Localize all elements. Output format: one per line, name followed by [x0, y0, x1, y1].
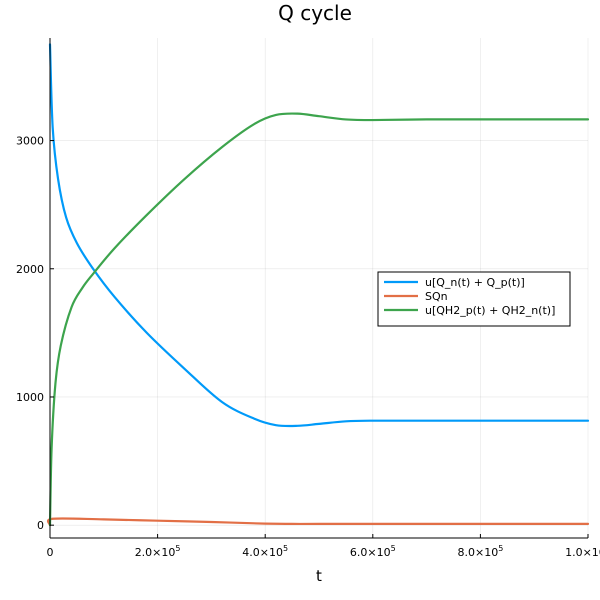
- legend-label-0: u[Q_n(t) + Q_p(t)]: [425, 276, 525, 289]
- x-tick-label-exponent: 5: [175, 544, 180, 553]
- tick-labels: 02.0×1054.0×1056.0×1058.0×1051.0×1060100…: [16, 135, 600, 559]
- series-line-2: [48, 112, 590, 527]
- y-tick-label: 0: [37, 519, 44, 532]
- x-tick-label-base: 8.0×10: [457, 546, 498, 559]
- x-tick-label-exponent: 5: [283, 544, 288, 553]
- x-tick-label-base: 2.0×10: [135, 546, 176, 559]
- legend-label-1: SQn: [425, 290, 448, 303]
- y-tick-label: 2000: [16, 263, 44, 276]
- x-tick-label-base: 0: [47, 546, 54, 559]
- x-tick-label: 0: [47, 546, 54, 559]
- x-tick-label-base: 1.0×10: [565, 546, 600, 559]
- y-tick-label: 3000: [16, 135, 44, 148]
- x-tick-label-base: 6.0×10: [350, 546, 391, 559]
- x-tick-label: 2.0×105: [135, 544, 181, 559]
- x-tick-label-base: 4.0×10: [242, 546, 283, 559]
- axes: [49, 38, 589, 539]
- x-tick-label-exponent: 5: [391, 544, 396, 553]
- series-line-1: [46, 517, 590, 527]
- legend-label-2: u[QH2_p(t) + QH2_n(t)]: [425, 304, 555, 317]
- x-tick-label: 6.0×105: [350, 544, 396, 559]
- x-tick-label: 1.0×106: [565, 544, 600, 559]
- series-lines: [46, 43, 590, 527]
- y-tick-label: 1000: [16, 391, 44, 404]
- chart-title: Q cycle: [278, 1, 352, 25]
- x-tick-label: 8.0×105: [457, 544, 503, 559]
- x-axis-label: t: [316, 567, 322, 585]
- x-tick-label-exponent: 5: [498, 544, 503, 553]
- series-line-0: [48, 43, 590, 428]
- x-tick-label: 4.0×105: [242, 544, 288, 559]
